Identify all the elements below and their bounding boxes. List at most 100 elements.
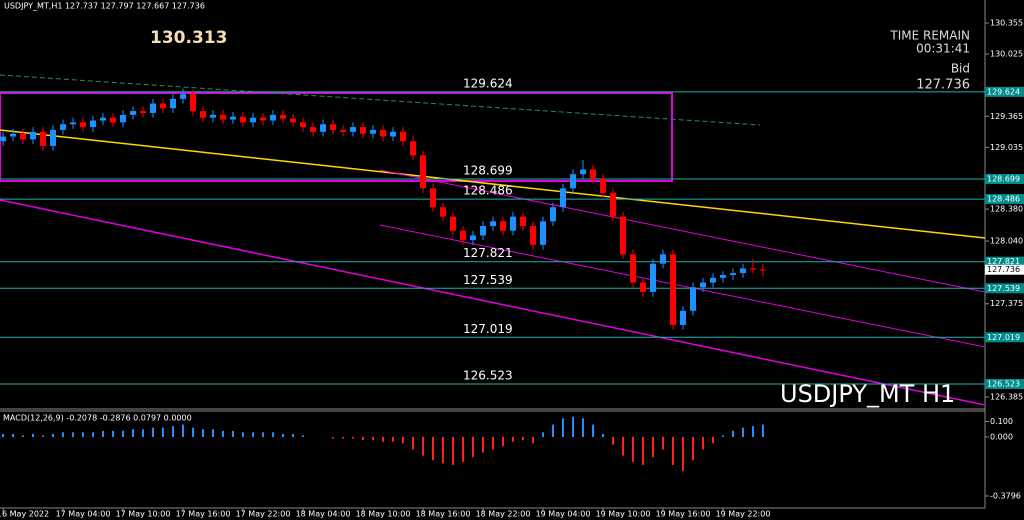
candle-body [640,282,646,292]
price-tick-label: 128.380 [990,205,1023,214]
level-axis-box [985,378,1024,389]
trend-line [379,169,986,293]
candle-body [40,131,46,146]
bid-label: Bid [951,62,970,76]
candle-body [50,129,56,146]
candle-body [330,124,336,130]
candle-body [190,94,196,112]
candle-body [610,193,616,217]
candle-body [320,124,326,132]
macd-label: MACD(12,26,9) -0.2078 -0.2876 0.0797 0.0… [3,414,192,423]
candle-body [460,230,466,241]
candle-body [650,263,656,292]
price-tick-label: 130.355 [990,19,1023,28]
symbol-info: USDJPY_MT,H1 127.737 127.797 127.667 127… [4,2,205,11]
candle-body [210,114,216,118]
candle-body [740,268,746,274]
candle-body [670,254,676,325]
axes: 130.355 130.025 129.365 129.035 128.380 128.0… [0,19,1023,519]
candle-body [170,98,176,109]
time-label: 17 May 16:00 [176,510,231,519]
candle-body [500,221,506,231]
level-axis-box [985,256,1024,267]
candle-body [10,133,16,137]
candle-body [490,221,496,227]
candle-body [510,216,516,231]
candle-body [250,117,256,123]
time-label: 16 May 2022 [0,510,49,519]
candle-body [0,136,6,142]
time-label: 19 May 04:00 [536,510,591,519]
candle-body [450,216,456,231]
macd-panel: 0.100 0.000 -0.3796 [2,416,1021,501]
time-label: 18 May 10:00 [356,510,411,519]
candle-body [580,169,586,175]
time-label: 19 May 22:00 [716,510,771,519]
time-remain-label: TIME REMAIN [889,29,970,43]
trend-line [0,129,986,239]
candle-body [410,141,416,156]
level-label: 128.486 [463,184,513,198]
candle-body [60,124,66,130]
candle-body [70,122,76,125]
candle-body [80,122,86,128]
candle-body [590,169,596,179]
candle-body [700,282,706,288]
price-tick-label: 126.385 [990,393,1023,402]
candle-body [690,287,696,311]
level-label: 127.539 [463,273,513,287]
candle-body [30,131,36,140]
candle-body [720,275,726,278]
level-axis-box [985,194,1024,205]
candle-body [730,273,736,276]
price-tick-label: 129.035 [990,143,1023,152]
candle-body [420,155,426,189]
candle-body [290,118,296,123]
level-label: 128.699 [463,164,513,178]
candle-body [90,120,96,128]
candle-body [200,111,206,118]
candle-body [760,269,766,271]
level-axis-label: 129.624 [987,87,1020,96]
candle-body [380,129,386,137]
macd-tick-label: 0.000 [990,433,1013,442]
macd-tick-label: 0.100 [990,417,1013,426]
level-axis-box [985,174,1024,185]
candle-body [550,207,556,222]
trend-line [379,224,986,348]
macd-tick-label: -0.3796 [990,492,1021,501]
time-label: 18 May 04:00 [296,510,351,519]
candle-body [530,226,536,245]
candle-body [630,254,636,283]
level-label: 129.624 [463,76,513,90]
candle-body [540,221,546,245]
candle-body [130,111,136,115]
levels: 129.624 129.624 128.699 128.699 128.486 128.4… [0,76,1024,389]
candle-body [570,174,576,189]
candle-body [750,268,756,270]
level-axis-label: 127.019 [987,333,1020,342]
price-tick-label: 127.375 [990,299,1023,308]
level-axis-label: 126.523 [987,379,1020,388]
time-label: 17 May 04:00 [56,510,111,519]
candle-body [370,129,376,134]
time-label: 19 May 10:00 [596,510,651,519]
level-axis-label: 127.539 [987,284,1020,293]
candle-body [710,277,716,283]
level-axis-label: 128.699 [987,175,1020,184]
candle-body [400,131,406,142]
time-label: 18 May 22:00 [476,510,531,519]
candle-body [470,235,476,241]
candle-body [620,216,626,255]
candles [0,88,766,330]
candle-body [280,114,286,119]
candle-body [20,133,26,140]
ichimoku-line [0,74,761,126]
candle-body [480,226,486,236]
time-label: 18 May 16:00 [416,510,471,519]
level-axis-label: 128.486 [987,195,1020,204]
candle-body [600,178,606,194]
candle-body [270,114,276,121]
